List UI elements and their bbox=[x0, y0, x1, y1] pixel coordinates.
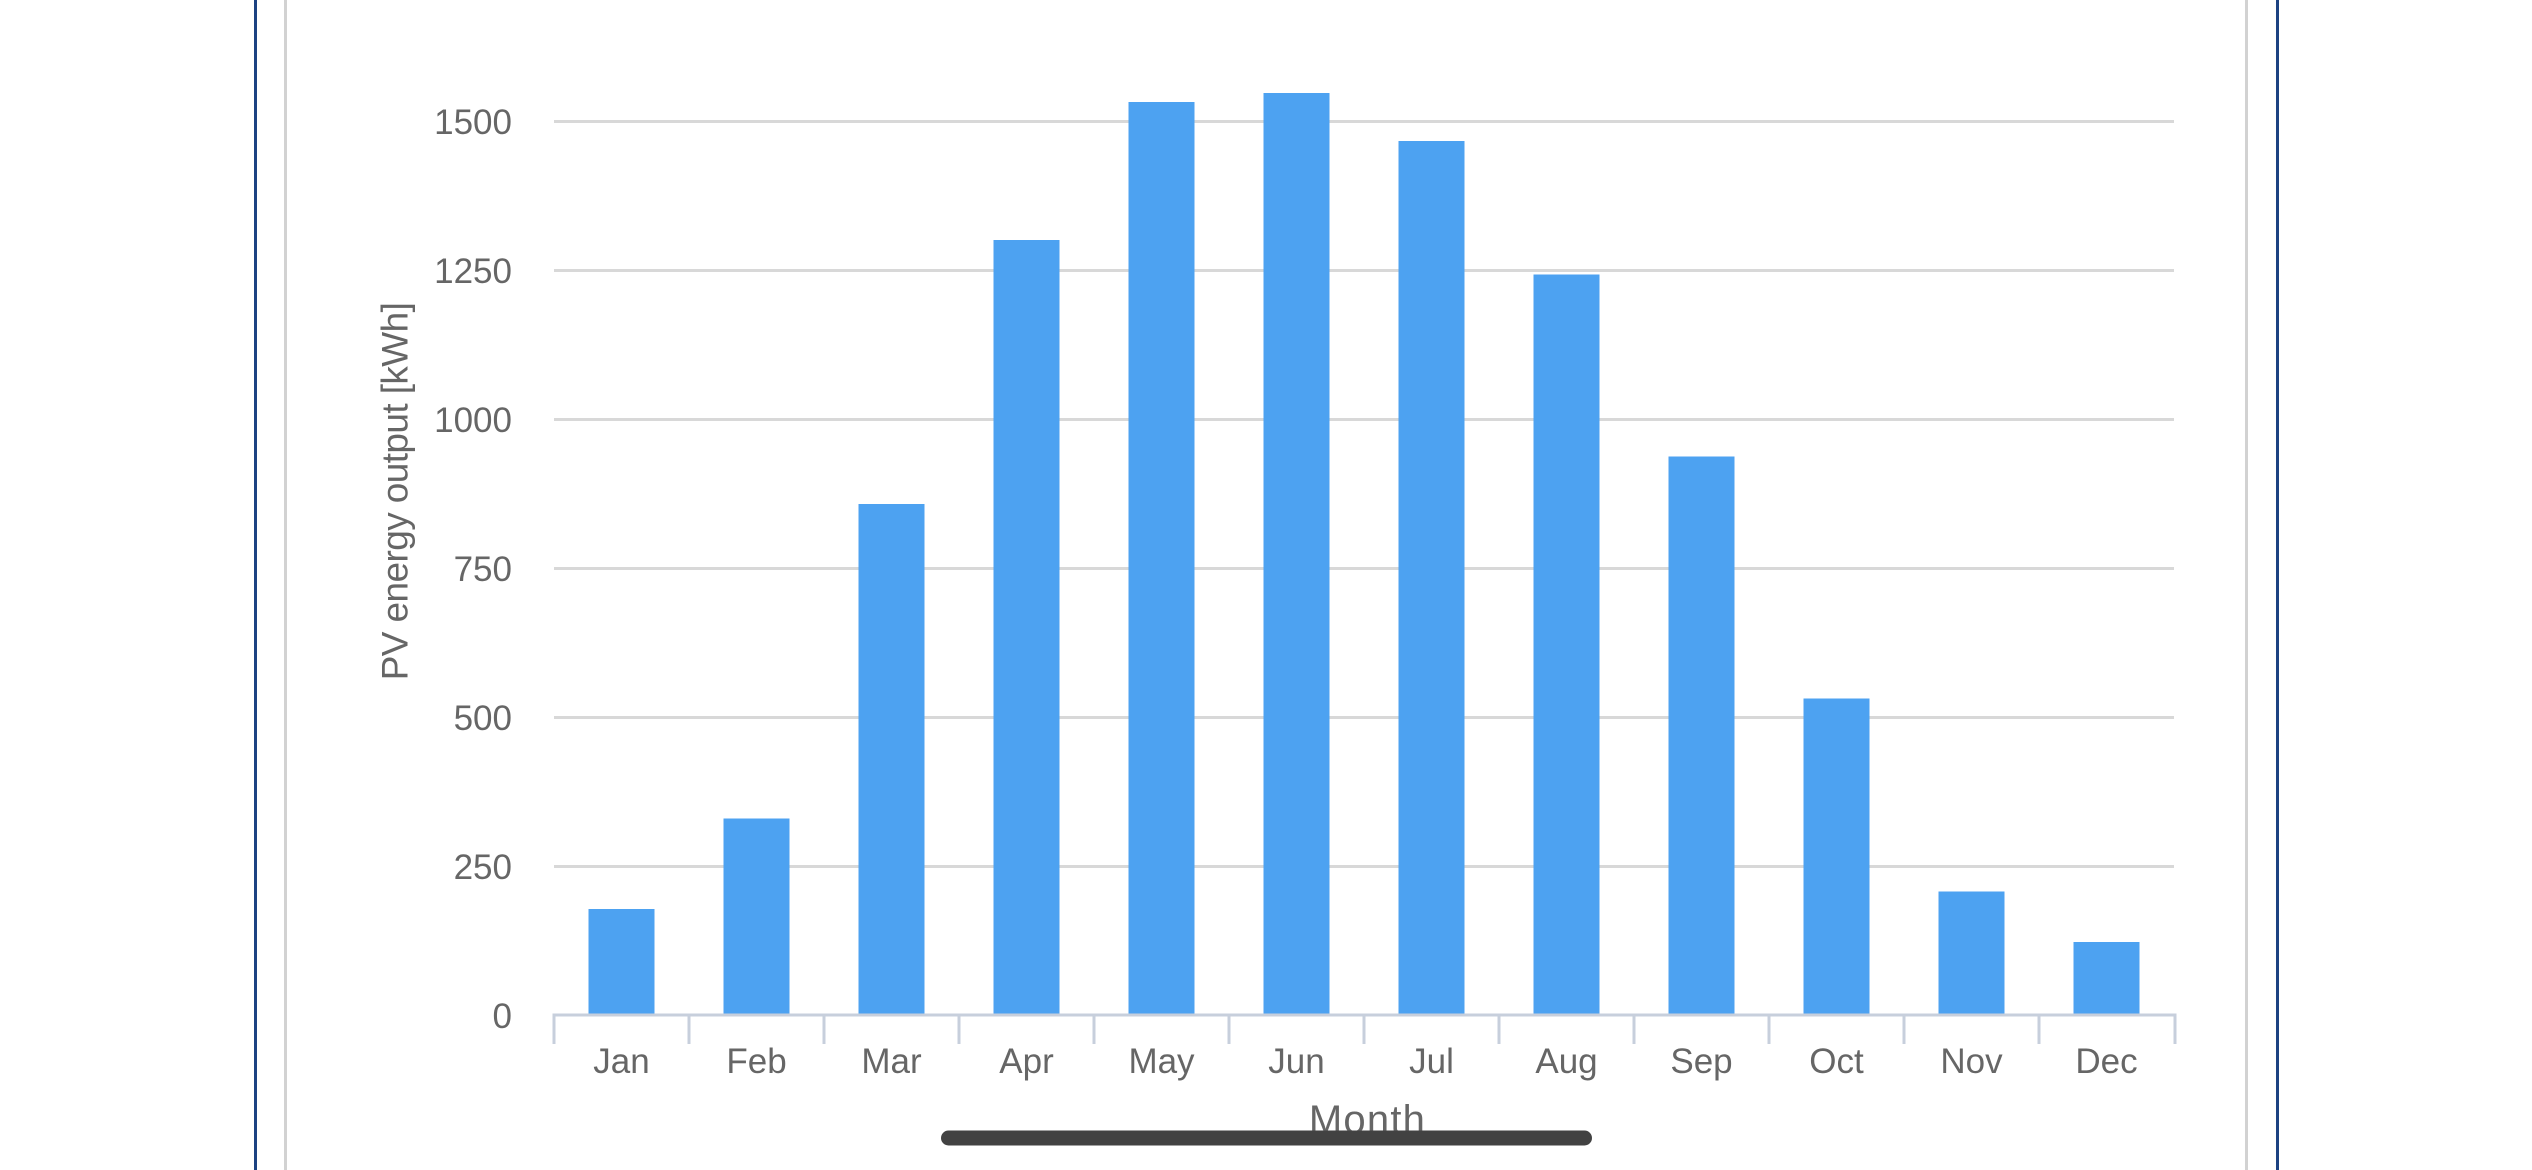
svg-text:0: 0 bbox=[493, 997, 512, 1036]
svg-text:Aug: Aug bbox=[1535, 1042, 1597, 1081]
svg-text:750: 750 bbox=[454, 550, 512, 589]
svg-text:Jan: Jan bbox=[593, 1042, 649, 1081]
svg-text:250: 250 bbox=[454, 848, 512, 887]
svg-text:Oct: Oct bbox=[1809, 1042, 1864, 1081]
svg-text:Mar: Mar bbox=[861, 1042, 922, 1081]
svg-text:Nov: Nov bbox=[1940, 1042, 2003, 1081]
svg-text:Sep: Sep bbox=[1670, 1042, 1732, 1081]
svg-text:Dec: Dec bbox=[2075, 1042, 2137, 1081]
svg-text:May: May bbox=[1128, 1042, 1195, 1081]
svg-text:500: 500 bbox=[454, 699, 512, 738]
svg-text:1500: 1500 bbox=[434, 103, 512, 142]
svg-text:Jun: Jun bbox=[1268, 1042, 1324, 1081]
svg-text:1000: 1000 bbox=[434, 401, 512, 440]
svg-text:1250: 1250 bbox=[434, 252, 512, 291]
svg-text:Jul: Jul bbox=[1409, 1042, 1454, 1081]
svg-text:Apr: Apr bbox=[999, 1042, 1054, 1081]
svg-text:PV energy output [kWh]: PV energy output [kWh] bbox=[374, 303, 415, 681]
svg-text:Feb: Feb bbox=[726, 1042, 786, 1081]
